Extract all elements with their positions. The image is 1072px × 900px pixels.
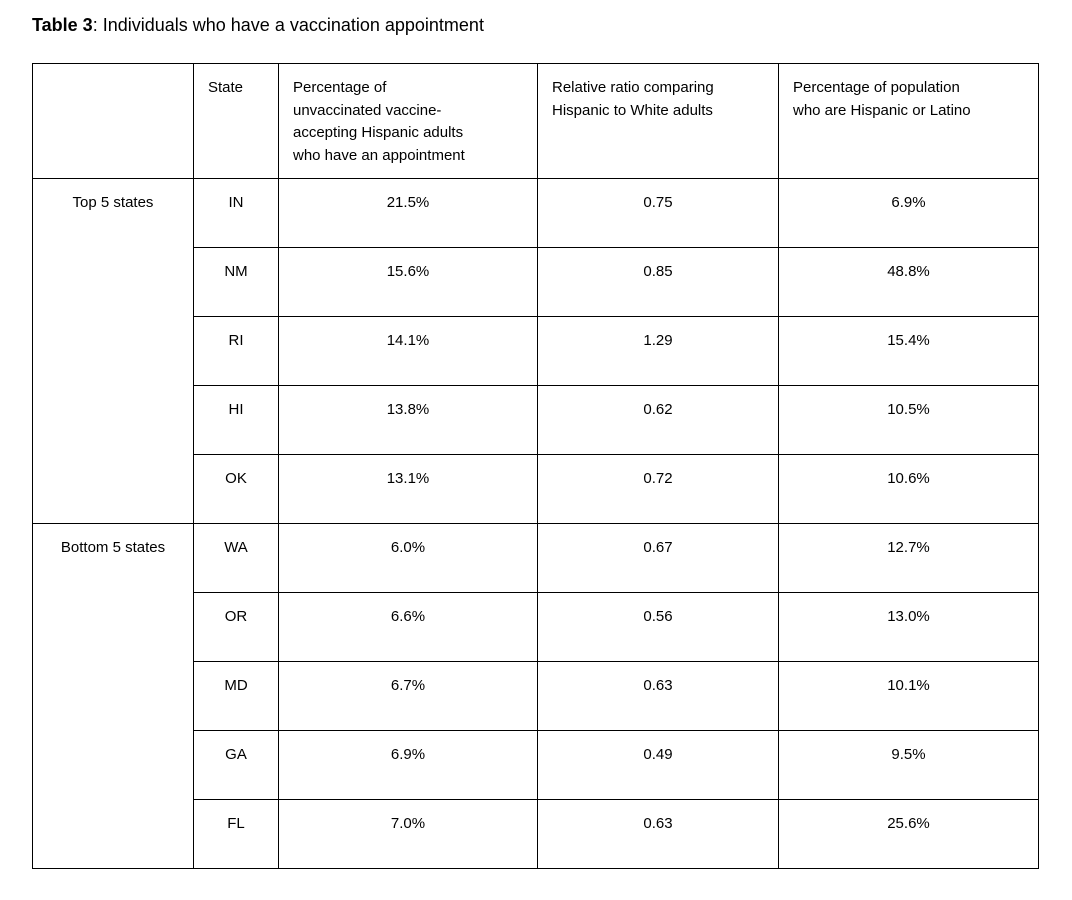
- table-caption: Table 3: Individuals who have a vaccinat…: [32, 14, 484, 37]
- cell-state: GA: [193, 730, 279, 800]
- cell-state: RI: [193, 316, 279, 386]
- cell-relative-ratio: 0.62: [537, 385, 779, 455]
- header-relative-ratio: Relative ratio comparing Hispanic to Whi…: [537, 63, 779, 179]
- cell-pct-population: 10.6%: [778, 454, 1039, 524]
- cell-relative-ratio: 0.63: [537, 799, 779, 869]
- cell-relative-ratio: 0.56: [537, 592, 779, 662]
- cell-pct-appointment: 21.5%: [278, 178, 538, 248]
- cell-pct-population: 48.8%: [778, 247, 1039, 317]
- cell-pct-appointment: 14.1%: [278, 316, 538, 386]
- cell-relative-ratio: 0.72: [537, 454, 779, 524]
- table-header-row: State Percentage of unvaccinated vaccine…: [32, 63, 1039, 179]
- cell-pct-appointment: 7.0%: [278, 799, 538, 869]
- cell-pct-population: 10.5%: [778, 385, 1039, 455]
- table-row: RI 14.1% 1.29 15.4%: [33, 316, 1039, 386]
- cell-state: FL: [193, 799, 279, 869]
- cell-state: WA: [193, 523, 279, 593]
- table-row: FL 7.0% 0.63 25.6%: [33, 799, 1039, 869]
- cell-relative-ratio: 0.49: [537, 730, 779, 800]
- table-row: NM 15.6% 0.85 48.8%: [33, 247, 1039, 317]
- row-group-label-bottom: Bottom 5 states: [32, 523, 194, 869]
- cell-pct-population: 10.1%: [778, 661, 1039, 731]
- cell-relative-ratio: 0.75: [537, 178, 779, 248]
- header-pct-population-label: Percentage of population who are Hispani…: [793, 79, 971, 119]
- cell-pct-population: 6.9%: [778, 178, 1039, 248]
- cell-relative-ratio: 0.67: [537, 523, 779, 593]
- cell-pct-appointment: 15.6%: [278, 247, 538, 317]
- cell-state: HI: [193, 385, 279, 455]
- cell-state: IN: [193, 178, 279, 248]
- header-pct-population: Percentage of population who are Hispani…: [778, 63, 1039, 179]
- cell-relative-ratio: 0.85: [537, 247, 779, 317]
- header-pct-appointment: Percentage of unvaccinated vaccine-accep…: [278, 63, 538, 179]
- header-state: State: [193, 63, 279, 179]
- table-row: OR 6.6% 0.56 13.0%: [33, 592, 1039, 662]
- table-caption-number: Table 3: [32, 15, 93, 35]
- table-row: Top 5 states IN 21.5% 0.75 6.9%: [32, 178, 1039, 524]
- cell-pct-appointment: 6.0%: [278, 523, 538, 593]
- cell-pct-population: 25.6%: [778, 799, 1039, 869]
- cell-pct-population: 13.0%: [778, 592, 1039, 662]
- vaccination-appointment-table: State Percentage of unvaccinated vaccine…: [32, 63, 1039, 869]
- cell-state: NM: [193, 247, 279, 317]
- header-state-label: State: [208, 79, 244, 96]
- cell-state: MD: [193, 661, 279, 731]
- table-row: OK 13.1% 0.72 10.6%: [33, 454, 1039, 524]
- cell-pct-population: 9.5%: [778, 730, 1039, 800]
- cell-pct-population: 12.7%: [778, 523, 1039, 593]
- header-relative-ratio-label: Relative ratio comparing Hispanic to Whi…: [552, 79, 714, 119]
- table-row: MD 6.7% 0.63 10.1%: [33, 661, 1039, 731]
- cell-relative-ratio: 0.63: [537, 661, 779, 731]
- cell-pct-appointment: 6.6%: [278, 592, 538, 662]
- table-row: GA 6.9% 0.49 9.5%: [33, 730, 1039, 800]
- cell-state: OK: [193, 454, 279, 524]
- cell-pct-appointment: 6.7%: [278, 661, 538, 731]
- cell-pct-appointment: 13.8%: [278, 385, 538, 455]
- table-row: HI 13.8% 0.62 10.5%: [33, 385, 1039, 455]
- header-empty-cell: [32, 63, 194, 179]
- cell-pct-population: 15.4%: [778, 316, 1039, 386]
- cell-state: OR: [193, 592, 279, 662]
- cell-pct-appointment: 13.1%: [278, 454, 538, 524]
- cell-relative-ratio: 1.29: [537, 316, 779, 386]
- header-pct-appointment-label: Percentage of unvaccinated vaccine-accep…: [293, 79, 465, 164]
- table-caption-text: : Individuals who have a vaccination app…: [92, 15, 484, 35]
- table-row: Bottom 5 states WA 6.0% 0.67 12.7%: [32, 523, 1039, 869]
- cell-pct-appointment: 6.9%: [278, 730, 538, 800]
- row-group-label-top: Top 5 states: [32, 178, 194, 524]
